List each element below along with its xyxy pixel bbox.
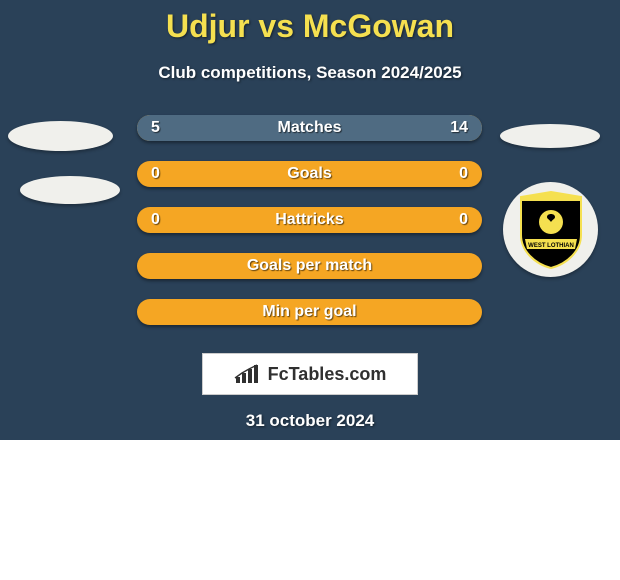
footer-date: 31 october 2024 (0, 411, 620, 431)
stat-row: Goals per match (0, 249, 620, 295)
brand-text: FcTables.com (268, 364, 387, 385)
stat-value-left: 5 (151, 115, 160, 141)
stat-label: Goals (137, 161, 482, 187)
stat-row: Goals0 0 (0, 157, 620, 203)
stat-value-right: 0 (459, 161, 468, 187)
stat-value-left: 0 (151, 161, 160, 187)
stat-value-right: 14 (450, 115, 468, 141)
stat-value-right: 0 (459, 207, 468, 233)
stat-rows: Matches514Goals00Hattricks00Goals per ma… (0, 111, 620, 341)
stat-label: Min per goal (137, 299, 482, 325)
stat-label: Goals per match (137, 253, 482, 279)
chart-icon (234, 363, 262, 385)
stat-label: Hattricks (137, 207, 482, 233)
stat-row: Hattricks0 0 (0, 203, 620, 249)
comparison-card: Udjur vs McGowan Club competitions, Seas… (0, 0, 620, 440)
page-subtitle: Club competitions, Season 2024/2025 (0, 63, 620, 83)
page-title: Udjur vs McGowan (0, 8, 620, 45)
stat-bar: Matches5 14 (137, 115, 482, 141)
stat-bar: Hattricks0 0 (137, 207, 482, 233)
stat-value-left: 0 (151, 207, 160, 233)
stat-label: Matches (137, 115, 482, 141)
stat-row: Matches5 14 (0, 111, 620, 157)
brand-logo: FcTables.com (202, 353, 418, 395)
stat-bar: Goals0 0 (137, 161, 482, 187)
stat-row: Min per goal (0, 295, 620, 341)
stat-bar: Goals per match (137, 253, 482, 279)
stat-bar: Min per goal (137, 299, 482, 325)
